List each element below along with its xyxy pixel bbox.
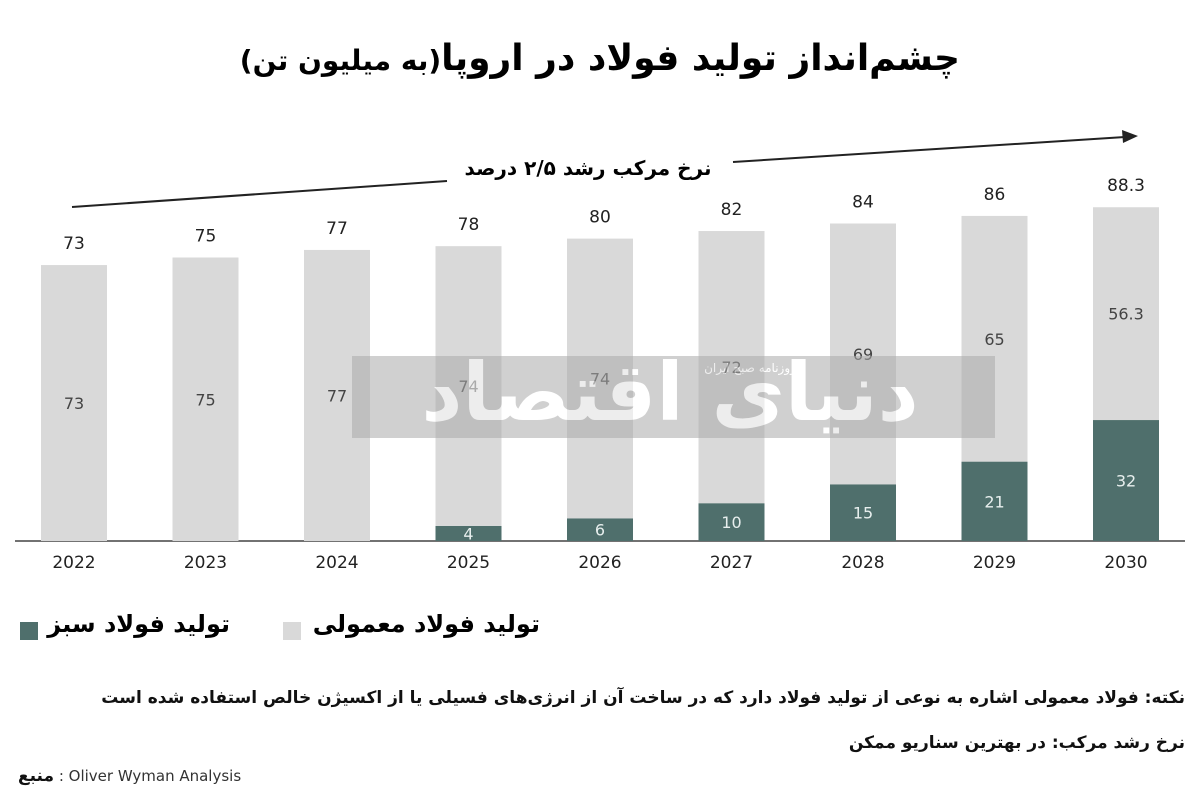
source-label: منبع — [18, 766, 55, 786]
bar-segment — [172, 257, 239, 541]
source: منبع : Oliver Wyman Analysis — [18, 766, 241, 786]
x-tick-label: 2029 — [973, 553, 1016, 573]
total-label: 84 — [852, 192, 874, 212]
value-label: 56.3 — [1108, 305, 1144, 324]
bar-segment — [1093, 420, 1159, 541]
total-label: 73 — [63, 234, 85, 254]
title-block: چشم‌انداز تولید فولاد در اروپا(به میلیون… — [240, 38, 960, 79]
watermark-tagline: روزنامه صبح ایران — [704, 361, 796, 376]
watermark-brand: دنیای اقتصاد — [421, 346, 918, 439]
growth-arrowhead — [1122, 130, 1138, 143]
value-label: 65 — [984, 330, 1004, 349]
total-label: 82 — [721, 200, 743, 220]
x-tick-label: 2030 — [1104, 553, 1147, 573]
bar-segment — [567, 518, 633, 541]
x-tick-label: 2024 — [315, 553, 358, 573]
value-label: 6 — [595, 521, 605, 540]
value-label: 10 — [721, 513, 741, 532]
annotation: نرخ مرکب رشد ۲/۵ درصد — [465, 156, 712, 180]
growth-line — [732, 136, 1126, 163]
total-label: 88.3 — [1107, 176, 1145, 196]
bar-segment — [1093, 207, 1159, 421]
watermark-band — [352, 356, 995, 438]
x-tick-label: 2022 — [52, 553, 95, 573]
x-tick-label: 2026 — [578, 553, 621, 573]
watermark: دنیای اقتصاد روزنامه صبح ایران — [352, 346, 995, 439]
chart: نرخ مرکب رشد ۲/۵ درصد 73 73 2022 75 75 2023 77… — [15, 130, 1185, 573]
bar-segment — [698, 503, 765, 541]
value-label: 15 — [853, 504, 873, 523]
note: نرخ رشد مرکب: در بهترین سناریو ممکن — [848, 733, 1185, 753]
value-label: 77 — [327, 386, 347, 405]
total-label: 75 — [195, 227, 217, 247]
legend-swatch — [283, 622, 301, 640]
total-label: 86 — [984, 185, 1006, 205]
total-label: 78 — [458, 215, 480, 235]
bar-segment — [41, 265, 107, 541]
total-label: 80 — [589, 208, 611, 228]
x-tick-label: 2025 — [447, 553, 490, 573]
source-text: : Oliver Wyman Analysis — [58, 767, 242, 785]
bar-segment — [830, 223, 896, 485]
bar-segment — [435, 525, 502, 541]
value-label: 75 — [195, 390, 215, 409]
value-label: 73 — [64, 394, 84, 413]
note: نکته: فولاد معمولی اشاره به نوعی از تولی… — [101, 688, 1185, 708]
bar-segment — [830, 484, 896, 541]
x-tick-label: 2023 — [184, 553, 227, 573]
legend-label: تولید فولاد معمولی — [312, 610, 540, 638]
chart-subtitle: (به میلیون تن) — [239, 44, 442, 77]
bar-segment — [961, 461, 1028, 541]
chart-title: چشم‌انداز تولید فولاد در اروپا — [441, 38, 960, 79]
value-label: 4 — [463, 524, 473, 543]
total-label: 77 — [326, 219, 348, 239]
growth-line — [71, 180, 448, 208]
legend-swatch — [20, 622, 38, 640]
legend-label: تولید فولاد سبز — [47, 610, 230, 638]
x-tick-label: 2028 — [841, 553, 884, 573]
x-tick-label: 2027 — [710, 553, 753, 573]
value-label: 21 — [984, 492, 1004, 511]
value-label: 32 — [1116, 472, 1136, 491]
